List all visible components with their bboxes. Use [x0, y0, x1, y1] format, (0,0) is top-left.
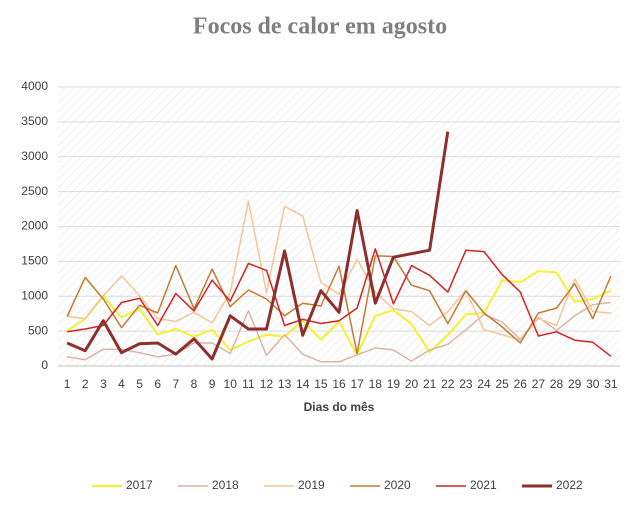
x-tick-label: 17 — [350, 377, 364, 391]
x-tick-label: 24 — [477, 377, 491, 391]
x-tick-label: 8 — [191, 377, 198, 391]
x-tick-label: 29 — [568, 377, 582, 391]
legend-label: 2022 — [556, 478, 583, 492]
legend-label: 2017 — [126, 478, 153, 492]
series-line — [66, 131, 450, 361]
x-axis-label: Dias do mês — [304, 400, 375, 414]
x-tick-label: 30 — [586, 377, 600, 391]
x-tick-label: 6 — [154, 377, 161, 391]
legend-label: 2019 — [298, 478, 325, 492]
y-tick-label: 2000 — [21, 219, 48, 233]
chart-title: Focos de calor em agosto — [193, 14, 447, 40]
x-tick-label: 14 — [296, 377, 310, 391]
y-tick-label: 1500 — [21, 254, 48, 268]
x-tick-label: 1 — [64, 377, 71, 391]
x-tick-label: 21 — [423, 377, 437, 391]
y-tick-label: 0 — [41, 358, 48, 372]
legend-label: 2020 — [384, 478, 411, 492]
y-tick-label: 1000 — [21, 288, 48, 302]
x-tick-label: 23 — [459, 377, 473, 391]
y-tick-label: 3000 — [21, 149, 48, 163]
y-tick-label: 4000 — [21, 79, 48, 93]
series-line — [66, 248, 612, 357]
series-line — [67, 200, 611, 341]
x-tick-label: 19 — [387, 377, 401, 391]
x-tick-label: 10 — [224, 377, 238, 391]
x-tick-label: 28 — [550, 377, 564, 391]
x-tick-label: 3 — [100, 377, 107, 391]
x-tick-label: 15 — [314, 377, 328, 391]
x-tick-label: 2 — [82, 377, 89, 391]
x-tick-label: 26 — [514, 377, 528, 391]
x-tick-label: 16 — [332, 377, 346, 391]
x-tick-label: 18 — [369, 377, 383, 391]
x-tick-label: 5 — [136, 377, 143, 391]
x-tick-label: 11 — [242, 377, 255, 391]
x-tick-label: 20 — [405, 377, 419, 391]
y-tick-label: 3500 — [21, 114, 48, 128]
x-tick-label: 12 — [260, 377, 274, 391]
x-tick-label: 9 — [209, 377, 216, 391]
x-tick-label: 22 — [441, 377, 455, 391]
x-tick-label: 4 — [118, 377, 125, 391]
y-tick-label: 2500 — [21, 184, 48, 198]
legend-label: 2018 — [212, 478, 239, 492]
x-tick-label: 27 — [532, 377, 546, 391]
x-tick-label: 25 — [495, 377, 509, 391]
x-tick-label: 7 — [172, 377, 179, 391]
legend-label: 2021 — [470, 478, 497, 492]
x-tick-label: 13 — [278, 377, 292, 391]
series-line — [66, 255, 612, 355]
x-tick-label: 31 — [604, 377, 618, 391]
y-tick-label: 500 — [28, 323, 48, 337]
